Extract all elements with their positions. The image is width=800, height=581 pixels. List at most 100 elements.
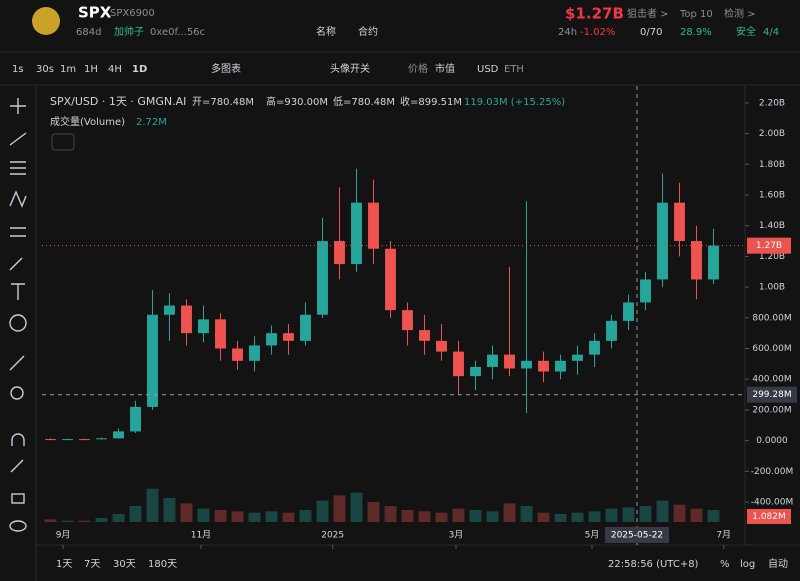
auto-toggle[interactable]: 自动	[768, 557, 788, 570]
candle-body	[45, 439, 56, 441]
interval-button[interactable]: 30s	[36, 64, 54, 75]
usd-toggle[interactable]: USD	[477, 64, 499, 75]
top10: 28.9%	[680, 27, 712, 38]
avatar-toggle[interactable]: 头像开关	[330, 62, 370, 75]
crosshair-x-label: 2025-05-22	[611, 531, 663, 541]
volume-bar	[554, 514, 567, 522]
volume-bar	[146, 488, 159, 522]
candle-body	[113, 431, 124, 439]
candle-body	[181, 305, 192, 334]
address[interactable]: 0xe0f...56c	[150, 27, 205, 38]
candle-body	[640, 279, 651, 303]
tool-icon[interactable]	[10, 161, 26, 175]
snipers-label[interactable]: 狙击者 >	[627, 8, 669, 20]
y-tick-label: 2.00B	[759, 129, 785, 139]
volume-bar	[78, 520, 91, 522]
interval-button[interactable]: 1m	[60, 64, 76, 75]
candle-body	[215, 319, 226, 349]
range-button[interactable]: 30天	[113, 559, 136, 570]
candle-body	[317, 241, 328, 315]
eth-toggle[interactable]: ETH	[504, 64, 524, 75]
candle-body	[232, 348, 243, 361]
crosshair-y-tag	[747, 386, 797, 403]
volume-bar	[61, 520, 74, 522]
volume-bar	[299, 510, 312, 522]
age: 684d	[76, 27, 101, 38]
volume-bar	[588, 511, 601, 522]
legend-high: 高=930.00M	[266, 95, 328, 108]
multi-chart[interactable]: 多图表	[211, 62, 241, 75]
volume-bar	[418, 511, 431, 522]
candle-body	[62, 439, 73, 441]
candle-body	[538, 360, 549, 372]
creator[interactable]: 加帅子	[114, 25, 144, 38]
interval-group: 1s 30s 1m 1H 4H 1D	[12, 64, 147, 75]
contract-button[interactable]: 合约	[358, 25, 378, 38]
mcap-toggle[interactable]: 市值	[435, 62, 455, 75]
range-button[interactable]: 180天	[148, 559, 177, 570]
y-tick-label: -200.00M	[751, 467, 794, 477]
last-price-tag	[747, 237, 791, 254]
drawing-tools	[9, 98, 27, 532]
volume-bar	[367, 502, 380, 522]
interval-button[interactable]: 1D	[132, 64, 147, 75]
volume-bar	[350, 492, 363, 522]
volume-bar	[622, 507, 635, 522]
volume-bar	[537, 512, 550, 522]
volume-bar	[95, 518, 108, 522]
tool-icon[interactable]	[10, 98, 26, 114]
y-tick-label: 1.60B	[759, 191, 785, 201]
tool-icon[interactable]	[11, 283, 25, 300]
candle-body	[487, 354, 498, 367]
volume-bar	[180, 503, 193, 522]
safe-score: 4/4	[763, 27, 779, 38]
candle-body	[419, 330, 430, 341]
legend-low: 低=780.48M	[333, 95, 395, 108]
tool-icon[interactable]	[9, 257, 23, 271]
candle-body	[198, 319, 209, 334]
interval-button[interactable]: 1H	[84, 64, 98, 75]
name-button[interactable]: 名称	[316, 25, 336, 38]
volume-bar	[707, 510, 720, 522]
x-tick-label: 2025	[321, 531, 344, 541]
range-button[interactable]: 1天	[56, 559, 72, 570]
log-toggle[interactable]: log	[740, 559, 755, 570]
tool-icon[interactable]	[10, 227, 26, 237]
candle-body	[79, 439, 90, 441]
tool-icon[interactable]	[9, 520, 27, 532]
y-tick-label: 600.00M	[752, 344, 791, 354]
tool-icon[interactable]	[11, 433, 25, 446]
check-label[interactable]: 检测 >	[724, 7, 756, 20]
change-label: 24h	[558, 27, 577, 38]
volume-value: 2.72M	[136, 117, 167, 128]
candle-body	[385, 248, 396, 311]
volume-bar	[112, 514, 125, 522]
candle-body	[657, 202, 668, 280]
market-cap: $1.27B	[565, 5, 624, 23]
tool-icon[interactable]	[10, 386, 24, 400]
interval-button[interactable]: 4H	[108, 64, 122, 75]
tool-icon[interactable]	[9, 355, 25, 371]
tool-icon[interactable]	[11, 493, 25, 504]
range-group: 1天 7天 30天 180天	[56, 559, 177, 570]
price-toggle[interactable]: 价格	[408, 62, 428, 75]
percent-toggle[interactable]: %	[720, 559, 730, 570]
tool-icon[interactable]	[10, 459, 24, 473]
volume-bar	[469, 510, 482, 522]
range-button[interactable]: 7天	[84, 559, 100, 570]
tool-icon[interactable]	[9, 132, 27, 146]
y-tick-label: 1.40B	[759, 221, 785, 231]
y-tick-label: 800.00M	[752, 313, 791, 323]
volume-tag	[747, 509, 791, 524]
interval-button[interactable]: 1s	[12, 64, 24, 75]
candle-body	[147, 314, 158, 407]
tool-icon[interactable]	[9, 190, 27, 208]
y-tick-label: 400.00M	[752, 375, 791, 385]
volume-bar	[384, 506, 397, 522]
candle-body	[504, 354, 515, 369]
collapse-button[interactable]	[51, 133, 75, 151]
tool-icon[interactable]	[9, 314, 27, 332]
volume-bar	[401, 510, 414, 522]
